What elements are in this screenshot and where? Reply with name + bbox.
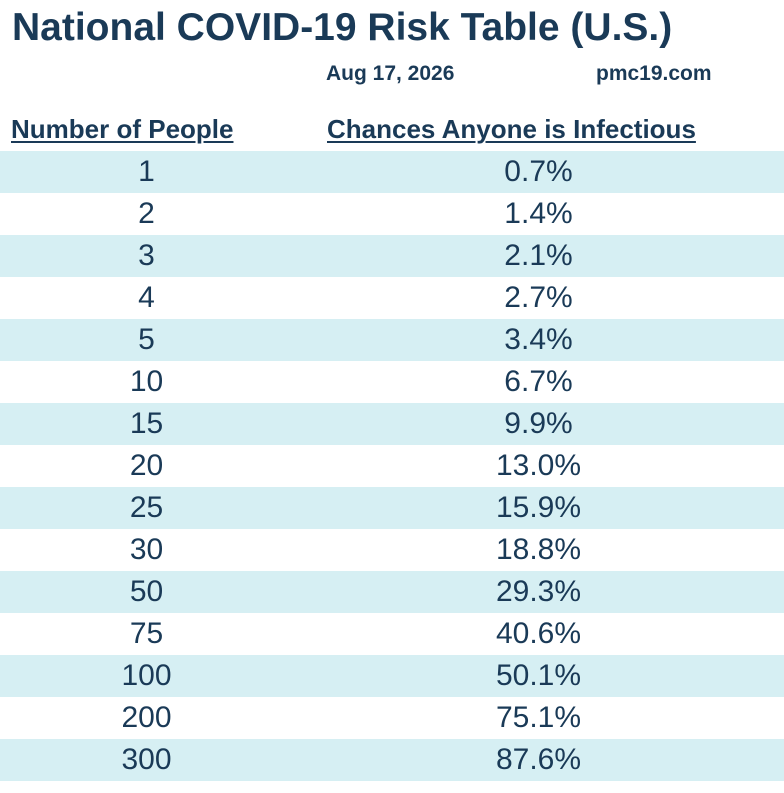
- table-row: 5 3.4%: [0, 319, 784, 361]
- infection-chance-cell: 87.6%: [495, 743, 582, 776]
- table-row: 10 6.7%: [0, 361, 784, 403]
- people-count-cell: 15: [129, 407, 164, 440]
- table-row: 75 40.6%: [0, 613, 784, 655]
- table-row: 15 9.9%: [0, 403, 784, 445]
- table-row: 200 75.1%: [0, 697, 784, 739]
- people-count-cell: 75: [129, 617, 164, 650]
- people-count-cell: 50: [129, 575, 164, 608]
- infection-chance-cell: 75.1%: [495, 701, 582, 734]
- infection-chance-cell: 29.3%: [495, 575, 582, 608]
- table-row: 20 13.0%: [0, 445, 784, 487]
- people-count-cell: 2: [138, 197, 155, 230]
- column-header-chance: Chances Anyone is Infectious: [327, 114, 696, 144]
- infection-chance-cell: 0.7%: [504, 155, 573, 188]
- infection-chance-cell: 40.6%: [495, 617, 582, 650]
- infection-chance-cell: 9.9%: [504, 407, 573, 440]
- infection-chance-cell: 6.7%: [504, 365, 573, 398]
- table-row: 50 29.3%: [0, 571, 784, 613]
- table-row: 4 2.7%: [0, 277, 784, 319]
- infection-chance-cell: 2.1%: [504, 239, 573, 272]
- date-label: Aug 17, 2026: [326, 62, 455, 85]
- people-count-cell: 10: [129, 365, 164, 398]
- people-count-cell: 200: [121, 701, 172, 734]
- people-count-cell: 5: [138, 323, 155, 356]
- people-count-cell: 300: [121, 743, 172, 776]
- website-label: pmc19.com: [596, 62, 712, 85]
- people-count-cell: 1: [138, 155, 155, 188]
- table-row: 30 18.8%: [0, 529, 784, 571]
- infection-chance-cell: 15.9%: [495, 491, 582, 524]
- infection-chance-cell: 13.0%: [495, 449, 582, 482]
- page-title: National COVID-19 Risk Table (U.S.): [12, 6, 673, 49]
- infection-chance-cell: 50.1%: [495, 659, 582, 692]
- column-header-people: Number of People: [11, 114, 234, 144]
- table-row: 25 15.9%: [0, 487, 784, 529]
- table-row: 1 0.7%: [0, 151, 784, 193]
- people-count-cell: 20: [129, 449, 164, 482]
- table-row: 100 50.1%: [0, 655, 784, 697]
- risk-table-body: 1 0.7% 2 1.4% 3 2.1% 4 2.7% 5 3.4% 10 6.7% 15 9.9% 20 1…: [0, 151, 784, 781]
- infection-chance-cell: 18.8%: [495, 533, 582, 566]
- table-row: 2 1.4%: [0, 193, 784, 235]
- infection-chance-cell: 2.7%: [504, 281, 573, 314]
- table-row: 300 87.6%: [0, 739, 784, 781]
- infection-chance-cell: 3.4%: [504, 323, 573, 356]
- people-count-cell: 3: [138, 239, 155, 272]
- infection-chance-cell: 1.4%: [504, 197, 573, 230]
- people-count-cell: 30: [129, 533, 164, 566]
- table-row: 3 2.1%: [0, 235, 784, 277]
- people-count-cell: 4: [138, 281, 155, 314]
- people-count-cell: 25: [129, 491, 164, 524]
- people-count-cell: 100: [121, 659, 172, 692]
